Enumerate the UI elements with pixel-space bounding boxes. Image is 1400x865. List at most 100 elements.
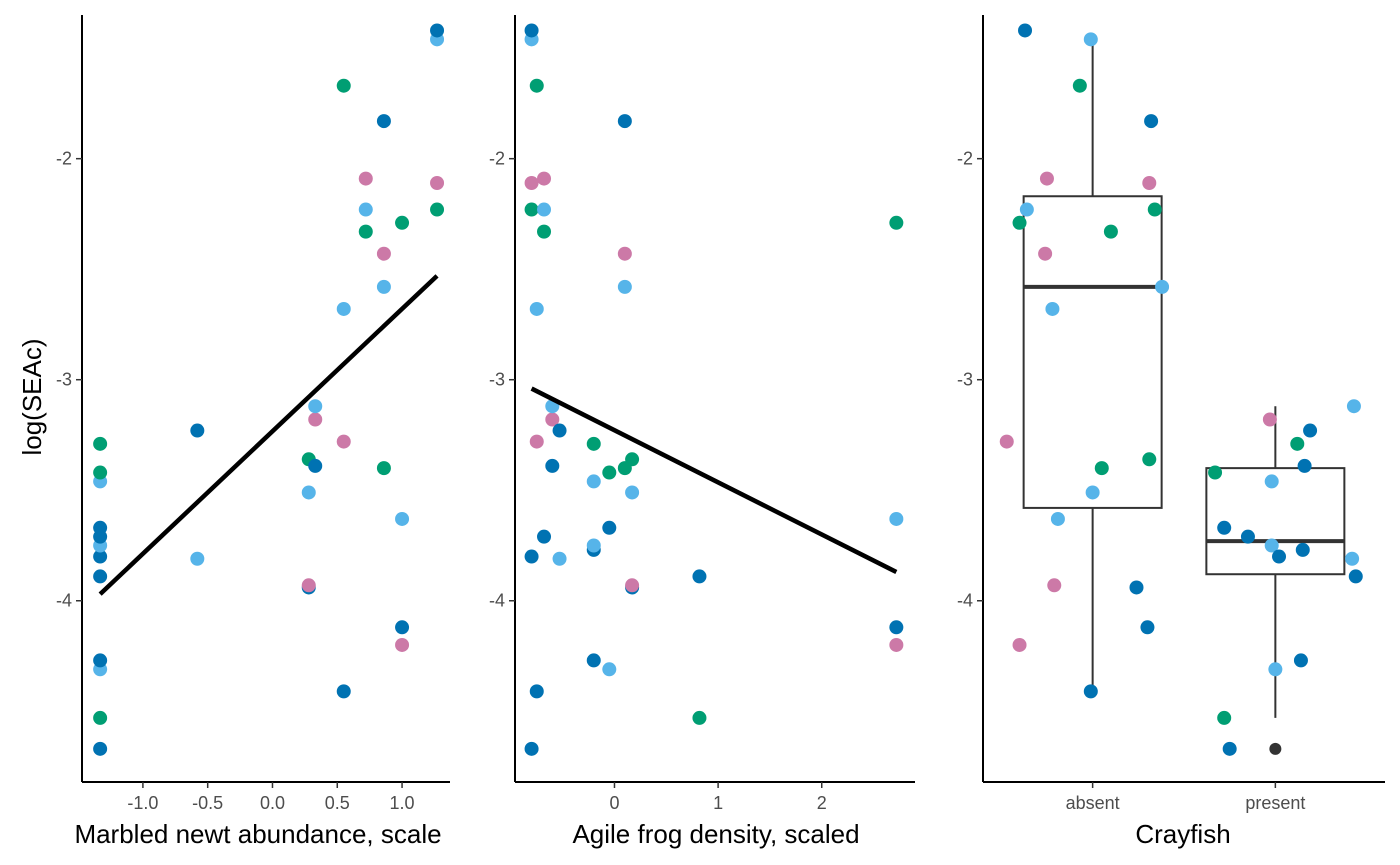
data-point-frog: [552, 423, 567, 438]
data-point-crayfish: [1262, 412, 1277, 427]
data-point-newt: [336, 301, 351, 316]
data-point-crayfish: [1240, 529, 1255, 544]
data-point-frog: [524, 23, 539, 38]
data-point-newt: [301, 485, 316, 500]
data-point-crayfish: [1094, 461, 1109, 476]
data-point-crayfish: [1050, 511, 1065, 526]
data-point-newt: [336, 684, 351, 699]
data-point-newt: [395, 511, 410, 526]
data-point-frog: [692, 569, 707, 584]
data-point-frog: [889, 215, 904, 230]
y-tick-label-newt: -2: [56, 149, 72, 169]
trend-line-newt: [98, 274, 439, 596]
data-point-newt: [358, 224, 373, 239]
data-point-newt: [376, 114, 391, 129]
data-point-newt: [93, 710, 108, 725]
data-point-frog: [889, 620, 904, 635]
data-point-crayfish: [1346, 399, 1361, 414]
data-point-crayfish: [1083, 32, 1098, 47]
data-point-newt: [93, 520, 108, 535]
data-point-frog: [529, 301, 544, 316]
data-point-frog: [537, 224, 552, 239]
data-point-newt: [395, 620, 410, 635]
data-point-crayfish: [1293, 653, 1308, 668]
data-point-crayfish: [1290, 436, 1305, 451]
data-point-frog: [524, 202, 539, 217]
data-point-frog: [529, 78, 544, 93]
data-point-frog: [537, 529, 552, 544]
x-axis-title-newt: Marbled newt abundance, scale: [74, 819, 441, 849]
data-point-newt: [358, 202, 373, 217]
x-tick-label-frog: 1: [713, 793, 723, 813]
data-point-newt: [376, 246, 391, 261]
data-point-newt: [395, 215, 410, 230]
data-point-newt: [308, 399, 323, 414]
x-tick-label-newt: 0.5: [325, 793, 350, 813]
panel-frog: Agile frog density, scaled -4 -3 -2 0 1 2: [489, 15, 915, 849]
data-point-newt: [93, 569, 108, 584]
data-point-frog: [889, 511, 904, 526]
x-tick-label-crayfish: present: [1245, 793, 1305, 813]
box-absent: [1022, 195, 1163, 509]
data-point-frog: [692, 710, 707, 725]
data-point-crayfish: [1085, 485, 1100, 500]
y-tick-label-frog: -3: [489, 370, 505, 390]
data-point-frog: [625, 485, 640, 500]
data-point-crayfish: [1303, 423, 1318, 438]
data-point-frog: [524, 549, 539, 564]
data-point-crayfish: [1018, 23, 1033, 38]
trend-line-frog: [530, 386, 898, 575]
data-point-crayfish: [1129, 580, 1144, 595]
data-point-frog: [889, 637, 904, 652]
data-point-newt: [358, 171, 373, 186]
data-point-frog: [586, 474, 601, 489]
data-point-frog: [625, 578, 640, 593]
data-point-frog: [617, 246, 632, 261]
data-point-crayfish: [1147, 202, 1162, 217]
data-point-crayfish: [999, 434, 1014, 449]
data-point-crayfish: [1142, 175, 1157, 190]
panel-crayfish: Crayfish -4 -3 -2 absent present: [957, 15, 1385, 849]
outlier-point-present: [1269, 742, 1282, 755]
x-tick-label-newt: -1.0: [127, 793, 158, 813]
data-point-crayfish: [1295, 542, 1310, 557]
data-point-newt: [430, 23, 445, 38]
data-point-crayfish: [1045, 301, 1060, 316]
data-point-crayfish: [1083, 684, 1098, 699]
data-point-newt: [430, 175, 445, 190]
data-point-crayfish: [1264, 538, 1279, 553]
y-tick-label-crayfish: -2: [957, 149, 973, 169]
data-point-frog: [586, 436, 601, 451]
data-point-frog: [552, 551, 567, 566]
x-tick-label-frog: 0: [609, 793, 619, 813]
y-tick-label-newt: -4: [56, 591, 72, 611]
x-tick-label-crayfish: absent: [1066, 793, 1120, 813]
data-point-crayfish: [1345, 551, 1360, 566]
data-point-crayfish: [1264, 474, 1279, 489]
data-point-newt: [336, 434, 351, 449]
data-point-crayfish: [1103, 224, 1118, 239]
x-tick-label-newt: 0.0: [260, 793, 285, 813]
data-point-frog: [602, 465, 617, 480]
data-point-frog: [617, 114, 632, 129]
data-point-crayfish: [1038, 246, 1053, 261]
data-point-frog: [586, 538, 601, 553]
data-point-newt: [376, 279, 391, 294]
data-point-newt: [93, 549, 108, 564]
data-point-frog: [545, 458, 560, 473]
x-tick-label-newt: -0.5: [192, 793, 223, 813]
data-point-crayfish: [1297, 458, 1312, 473]
x-tick-label-newt: 1.0: [390, 793, 415, 813]
data-point-newt: [93, 653, 108, 668]
data-point-crayfish: [1047, 578, 1062, 593]
data-point-newt: [93, 741, 108, 756]
y-tick-label-crayfish: -4: [957, 591, 973, 611]
data-point-crayfish: [1217, 520, 1232, 535]
data-point-crayfish: [1155, 279, 1170, 294]
data-point-crayfish: [1140, 620, 1155, 635]
data-point-newt: [336, 78, 351, 93]
data-point-newt: [308, 412, 323, 427]
box-present: [1205, 467, 1346, 576]
x-tick-label-frog: 2: [817, 793, 827, 813]
